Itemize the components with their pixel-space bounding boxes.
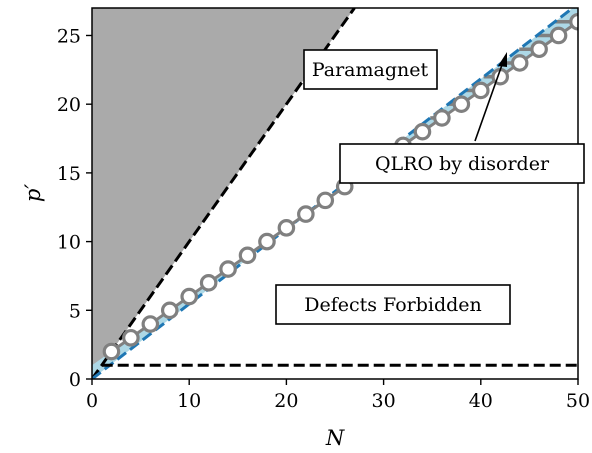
data-point xyxy=(122,328,140,347)
y-tick-label: 15 xyxy=(57,163,81,185)
plot-frame xyxy=(91,7,579,380)
data-point xyxy=(413,122,432,141)
data-point xyxy=(219,260,237,278)
data-point xyxy=(510,54,529,72)
svg-text:Defects Forbidden: Defects Forbidden xyxy=(304,294,482,316)
data-point xyxy=(258,232,276,251)
data-point xyxy=(433,109,451,127)
y-tick-label: 10 xyxy=(57,232,81,254)
annotation-paramagnet: Paramagnet xyxy=(303,49,438,90)
data-point xyxy=(549,26,568,45)
y-axis-label: p′ xyxy=(21,184,45,202)
x-tick-label: 10 xyxy=(177,390,201,412)
data-point xyxy=(238,246,257,265)
data-point xyxy=(530,40,548,59)
x-tick-label: 50 xyxy=(566,390,590,412)
svg-text:QLRO by disorder: QLRO by disorder xyxy=(375,153,550,175)
annotation-qlro: QLRO by disorder xyxy=(339,143,585,184)
data-point xyxy=(277,219,296,237)
annotation-defects-forbidden: Defects Forbidden xyxy=(275,284,511,325)
annotation-arrow xyxy=(474,52,507,142)
data-point xyxy=(316,191,335,210)
svg-text:Paramagnet: Paramagnet xyxy=(312,59,429,81)
x-axis-label: N xyxy=(325,426,345,450)
y-tick-label: 5 xyxy=(69,300,81,322)
y-tick-label: 25 xyxy=(57,25,81,47)
x-tick-label: 30 xyxy=(372,390,396,412)
data-point xyxy=(102,342,121,361)
x-tick-label: 0 xyxy=(86,390,98,412)
x-tick-label: 40 xyxy=(469,390,493,412)
data-point xyxy=(452,95,471,113)
y-tick-label: 20 xyxy=(57,94,81,116)
data-point xyxy=(141,315,160,333)
data-point xyxy=(471,81,490,100)
data-point xyxy=(160,301,179,320)
x-tick-label: 20 xyxy=(274,390,298,412)
data-point xyxy=(297,205,315,223)
y-tick-label: 0 xyxy=(69,369,81,391)
data-point xyxy=(180,287,198,306)
data-point xyxy=(199,274,218,292)
